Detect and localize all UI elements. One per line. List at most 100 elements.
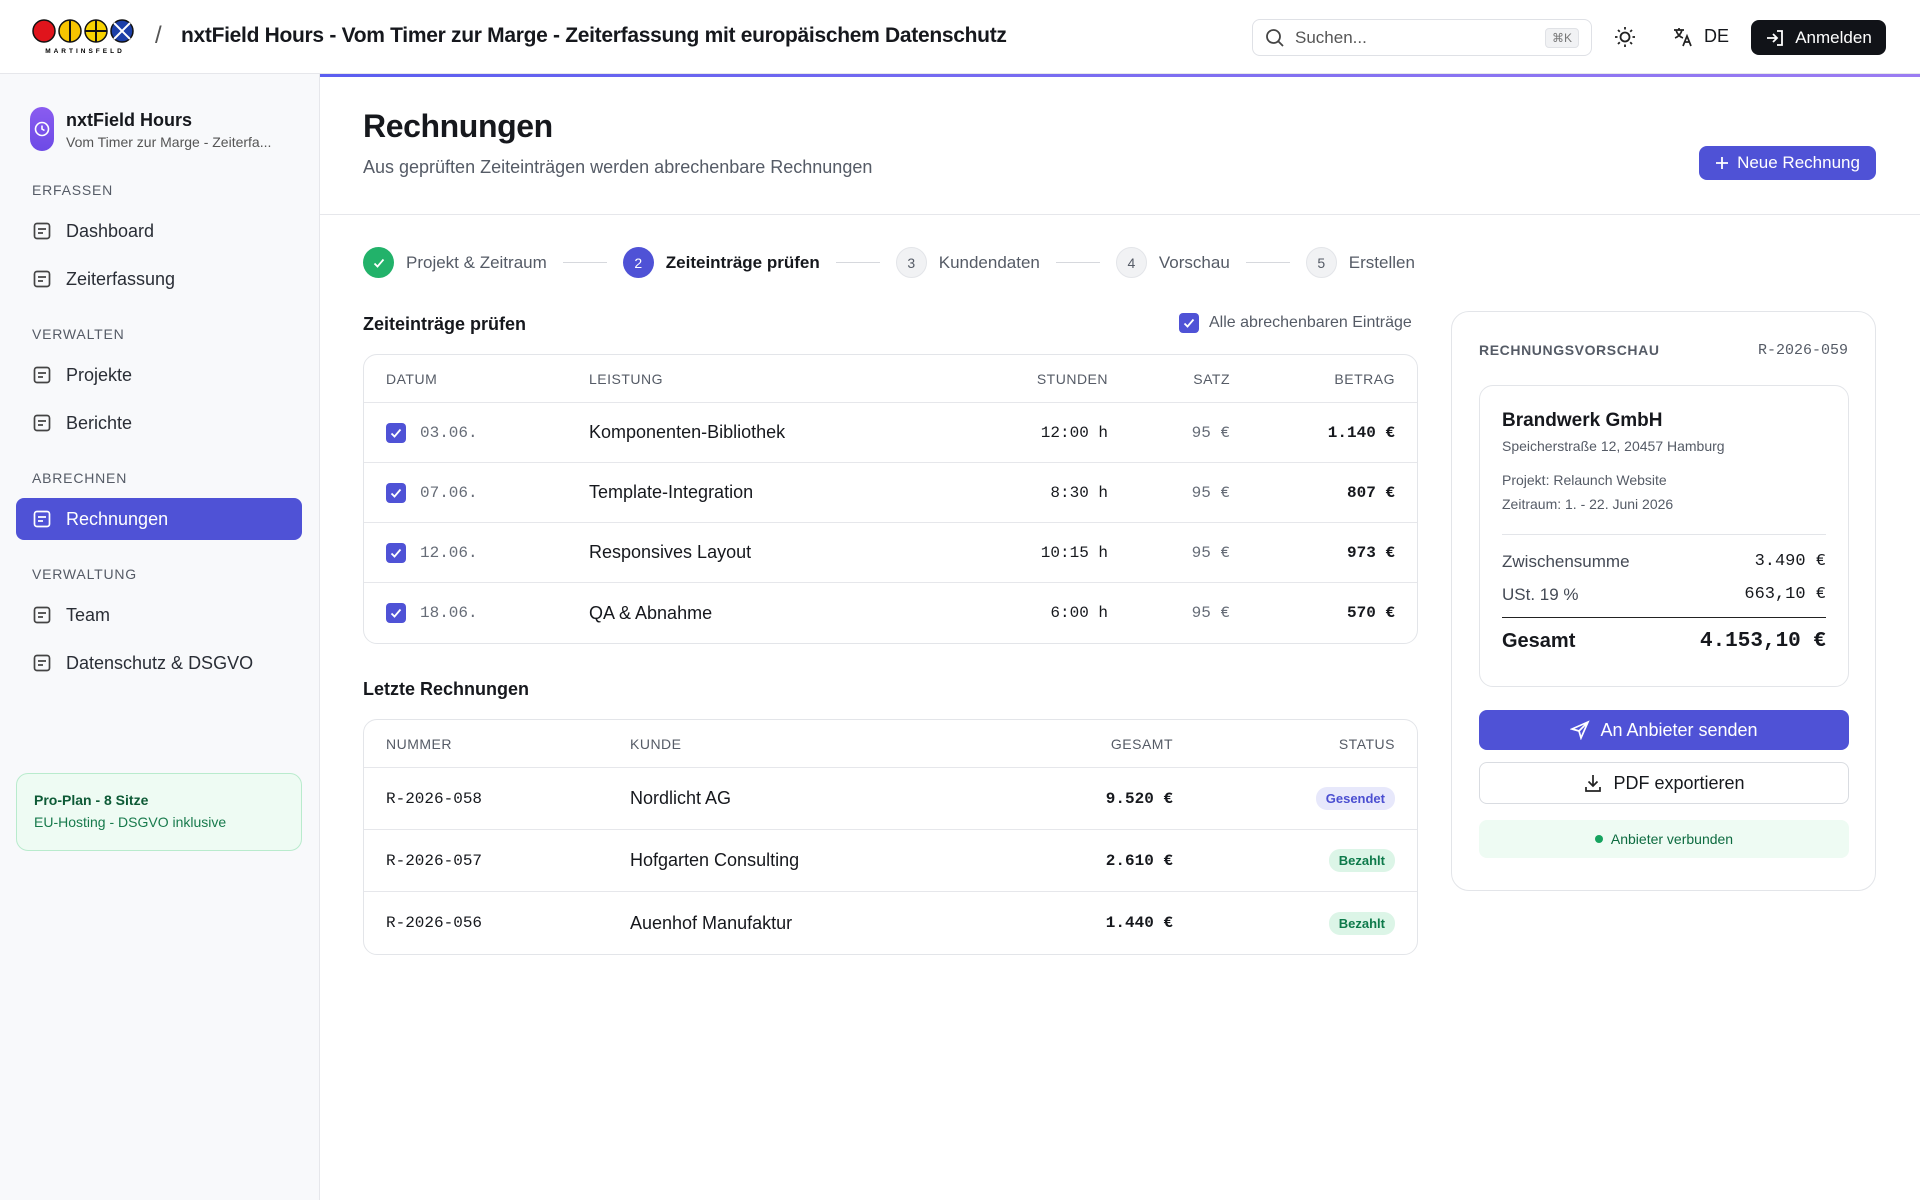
step: 4 Vorschau	[1115, 247, 1230, 278]
language: DE	[1704, 25, 1730, 46]
nav-label: Datenschutz & DSGVO	[66, 652, 254, 673]
entry-row: 18.06. QA & Abnahme 6:00 h 95 € 570 €	[364, 583, 1417, 643]
search-placeholder: Suchen...	[1295, 27, 1367, 47]
theme-toggle[interactable]	[1614, 26, 1636, 48]
total-value: 4.153,10 €	[1699, 629, 1826, 653]
nav-icon	[33, 270, 51, 288]
nav-section-title: ERFASSEN	[32, 182, 114, 198]
amount: 973 €	[1346, 543, 1395, 562]
preview-number: R-2026-059	[1757, 342, 1848, 359]
column-header: DATUM	[386, 370, 438, 387]
date-cell: 03.06.	[386, 422, 589, 443]
nav-item[interactable]: Dashboard	[16, 210, 302, 252]
step-label: Zeiteinträge prüfen	[665, 252, 820, 272]
preview-line: USt. 19 % 663,10 €	[1502, 578, 1826, 611]
nav-section-title: ABRECHNEN	[32, 470, 128, 486]
row-checkbox[interactable]	[386, 482, 406, 503]
invoice-row[interactable]: R-2026-058 Nordlicht AG 9.520 € Gesendet	[364, 768, 1417, 830]
invoice-number: R-2026-058	[386, 789, 483, 808]
divider	[320, 214, 1920, 215]
nav-item[interactable]: Datenschutz & DSGVO	[16, 642, 302, 684]
invoices-title: Letzte Rechnungen	[363, 679, 530, 699]
page-subtitle: Aus geprüften Zeiteinträgen werden abrec…	[363, 157, 873, 177]
nav-item[interactable]: Team	[16, 594, 302, 636]
entry-row: 07.06. Template-Integration 8:30 h 95 € 807 …	[364, 463, 1417, 523]
plan-card: Pro-Plan - 8 Sitze EU-Hosting - DSGVO in…	[16, 773, 302, 851]
invoice-number: R-2026-057	[386, 851, 483, 870]
table-header: DATUM LEISTUNG STUNDEN SATZ BETRAG	[364, 355, 1417, 403]
step-label: Projekt & Zeitraum	[406, 252, 547, 272]
logo-text: MARTINSFELD	[45, 48, 125, 55]
nav-section-title: VERWALTEN	[32, 326, 125, 342]
step-indicator: 3	[895, 247, 927, 278]
service: Komponenten-Bibliothek	[589, 422, 786, 442]
main-content: Rechnungen Aus geprüften Zeiteinträgen w…	[320, 74, 1920, 1200]
app-icon	[30, 107, 54, 151]
client: Auenhof Manufaktur	[630, 912, 793, 933]
preview-label: RECHNUNGSVORSCHAU	[1479, 342, 1660, 358]
nav-section-title: VERWALTUNG	[32, 566, 137, 582]
nav-icon	[33, 510, 51, 528]
send-label: An Anbieter senden	[1600, 719, 1758, 740]
status-badge: Bezahlt	[1328, 911, 1395, 935]
step-label: Kundendaten	[938, 252, 1040, 272]
row-checkbox[interactable]	[386, 603, 406, 623]
nav-icon	[33, 366, 51, 384]
language-switch[interactable]: DE	[1672, 25, 1729, 47]
app-title: nxtField Hours - Vom Timer zur Marge - Z…	[181, 24, 1007, 47]
step: Projekt & Zeitraum	[363, 247, 547, 278]
row-checkbox[interactable]	[386, 422, 406, 443]
nav-icon	[33, 222, 51, 240]
search-box[interactable]: Suchen... ⌘K	[1252, 19, 1592, 56]
nav-icon	[33, 654, 51, 672]
entry-row: 12.06. Responsives Layout 10:15 h 95 € 973 €	[364, 523, 1417, 583]
step-connector	[1055, 262, 1100, 263]
page-title: Rechnungen	[363, 108, 553, 144]
total-label: Gesamt	[1502, 629, 1576, 652]
app-subtitle: Vom Timer zur Marge - Zeiterfa...	[66, 134, 272, 150]
search-shortcut: ⌘K	[1544, 27, 1579, 48]
date-cell: 12.06.	[386, 542, 589, 563]
total: 9.520 €	[1105, 789, 1173, 808]
nav-icon	[33, 414, 51, 432]
total-row: Gesamt 4.153,10 €	[1502, 618, 1826, 664]
login-button[interactable]: Anmelden	[1751, 20, 1886, 55]
table-header: NUMMER KUNDE GESAMT STATUS	[364, 720, 1417, 768]
invoice-row[interactable]: R-2026-057 Hofgarten Consulting 2.610 € Bez…	[364, 830, 1417, 892]
hours: 10:15 h	[1040, 543, 1108, 562]
column-header: GESAMT	[1110, 735, 1173, 752]
export-button[interactable]: PDF exportieren	[1479, 762, 1849, 804]
new-invoice-button[interactable]: Neue Rechnung	[1699, 146, 1876, 180]
service: Template-Integration	[589, 482, 754, 502]
stepper: Projekt & Zeitraum 2 Zeiteinträge prüfen 3 K…	[363, 247, 1415, 278]
plan-title: Pro-Plan - 8 Sitze	[34, 792, 149, 808]
line-value: 663,10 €	[1744, 585, 1826, 604]
navigation: ERFASSEN Dashboard Zeiterfassung VERWALTEN P…	[16, 182, 302, 690]
invoices-table: NUMMER KUNDE GESAMT STATUS R-2026-058 Nordlic…	[363, 719, 1418, 955]
invoice-row[interactable]: R-2026-056 Auenhof Manufaktur 1.440 € Bezah…	[364, 892, 1417, 954]
amount: 807 €	[1346, 483, 1395, 502]
nav-item[interactable]: Rechnungen	[16, 498, 302, 540]
select-all[interactable]: Alle abrechenbaren Einträge	[1179, 313, 1412, 333]
invoice-number: R-2026-056	[386, 914, 483, 932]
project: Projekt: Relaunch Website	[1502, 472, 1667, 488]
nav-item[interactable]: Projekte	[16, 354, 302, 396]
nav-item[interactable]: Berichte	[16, 402, 302, 444]
status-cell: Bezahlt	[1173, 911, 1395, 935]
service: QA & Abnahme	[589, 602, 713, 623]
nav-item[interactable]: Zeiterfassung	[16, 258, 302, 300]
column-header: KUNDE	[630, 735, 682, 752]
connection-status: Anbieter verbunden	[1479, 820, 1849, 858]
preview-line: Zwischensumme 3.490 €	[1502, 545, 1826, 578]
row-checkbox[interactable]	[386, 542, 406, 563]
step-indicator: 2	[622, 247, 654, 278]
login-icon	[1767, 29, 1784, 46]
status-badge: Bezahlt	[1328, 849, 1395, 872]
total: 1.440 €	[1105, 914, 1173, 932]
send-button[interactable]: An Anbieter senden	[1479, 710, 1849, 750]
column-header: SATZ	[1193, 370, 1230, 387]
login-label: Anmelden	[1795, 27, 1872, 47]
client-address: Speicherstraße 12, 20457 Hamburg	[1502, 438, 1725, 454]
step-indicator: 5	[1305, 247, 1337, 278]
connection-label: Anbieter verbunden	[1610, 831, 1734, 847]
